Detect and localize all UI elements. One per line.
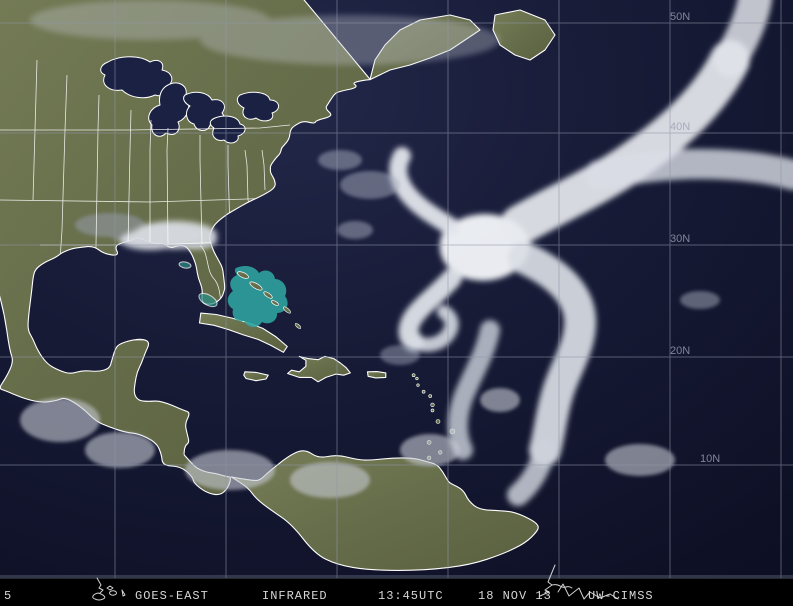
svg-text:5: 5 — [4, 589, 11, 603]
svg-text:20N: 20N — [670, 345, 690, 357]
svg-text:INFRARED: INFRARED — [262, 589, 328, 603]
svg-text:GOES-EAST: GOES-EAST — [135, 589, 209, 603]
svg-text:50N: 50N — [670, 11, 690, 23]
svg-text:13:45UTC: 13:45UTC — [378, 589, 444, 603]
svg-text:UW-CIMSS: UW-CIMSS — [588, 589, 654, 603]
svg-text:10N: 10N — [700, 453, 720, 465]
svg-text:40N: 40N — [670, 121, 690, 133]
svg-text:30N: 30N — [670, 233, 690, 245]
